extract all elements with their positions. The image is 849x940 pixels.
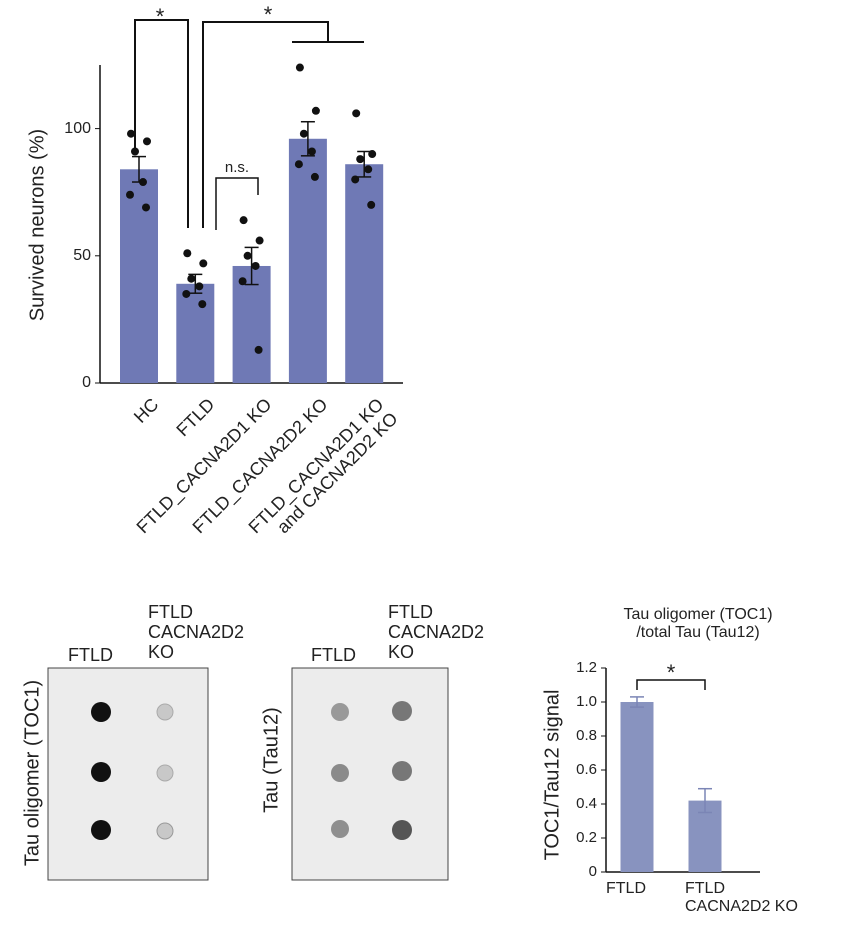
data-point <box>299 129 308 138</box>
data-point <box>199 259 208 268</box>
x-tick-label: FTLD CACNA2D2 KO <box>685 880 798 915</box>
error-bar <box>698 787 712 814</box>
y-axis-label: Survived neurons (%) <box>26 129 48 321</box>
y-axis-label: TOC1/Tau12 signal <box>541 690 563 861</box>
blot-label: Tau (Tau12) <box>260 707 282 813</box>
bar <box>620 702 654 872</box>
y-tick-label: 0.8 <box>576 727 597 744</box>
data-point <box>311 106 320 115</box>
blot-column-label: FTLD CACNA2D2 KO <box>388 602 485 662</box>
data-point <box>182 289 191 298</box>
y-tick-label: 100 <box>64 120 91 137</box>
data-point <box>239 216 248 225</box>
data-point <box>254 345 263 354</box>
data-point <box>251 261 260 270</box>
blot-dots <box>91 701 412 840</box>
significance-label: * <box>667 660 676 685</box>
data-point <box>143 137 151 146</box>
data-point <box>294 160 303 169</box>
blot-membrane <box>291 667 449 881</box>
data-point <box>187 274 196 283</box>
data-point <box>183 249 192 258</box>
bar <box>232 265 271 383</box>
data-point <box>364 165 373 174</box>
significance-label: n.s. <box>225 159 249 176</box>
data-point <box>131 147 139 156</box>
error-bar <box>357 150 372 178</box>
blot-column-label: FTLD <box>311 645 356 665</box>
error-bar <box>300 120 315 157</box>
y-tick-label: 50 <box>73 247 91 264</box>
data-point <box>352 109 361 118</box>
data-point <box>238 277 247 286</box>
data-point <box>295 63 304 72</box>
data-point <box>198 300 207 309</box>
chart-title: Tau oligomer (TOC1) /total Tau (Tau12) <box>623 606 773 641</box>
data-point <box>142 203 150 212</box>
significance-label: * <box>264 2 273 27</box>
bar <box>120 169 158 383</box>
error-bar <box>188 273 203 294</box>
data-point <box>255 236 264 245</box>
bar <box>176 283 215 383</box>
blot-column-label: FTLD <box>68 645 113 665</box>
data-point <box>367 200 376 209</box>
blot-column-label: FTLD CACNA2D2 KO <box>148 602 245 662</box>
data-point <box>356 155 365 164</box>
y-tick-label: 0.4 <box>576 795 597 812</box>
blot-label: Tau oligomer (TOC1) <box>21 680 43 866</box>
data-point <box>307 147 316 156</box>
error-bar <box>630 696 644 708</box>
data-point <box>139 178 147 187</box>
data-point <box>195 282 204 291</box>
y-tick-label: 0 <box>82 374 91 391</box>
y-tick-label: 0 <box>589 863 597 880</box>
bar <box>288 138 327 383</box>
y-tick-label: 1.2 <box>576 659 597 676</box>
data-point <box>310 172 319 181</box>
significance-label: * <box>156 4 165 29</box>
y-tick-label: 0.2 <box>576 829 597 846</box>
data-point <box>126 190 134 199</box>
blot-membrane <box>47 667 209 881</box>
significance-brackets <box>134 19 706 690</box>
data-point <box>368 150 377 159</box>
y-tick-label: 0.6 <box>576 761 597 778</box>
data-point <box>127 129 135 138</box>
bar <box>345 164 384 383</box>
y-tick-label: 1.0 <box>576 693 597 710</box>
x-tick-label: FTLD <box>606 880 646 897</box>
data-point <box>243 251 252 260</box>
data-point <box>351 175 360 184</box>
